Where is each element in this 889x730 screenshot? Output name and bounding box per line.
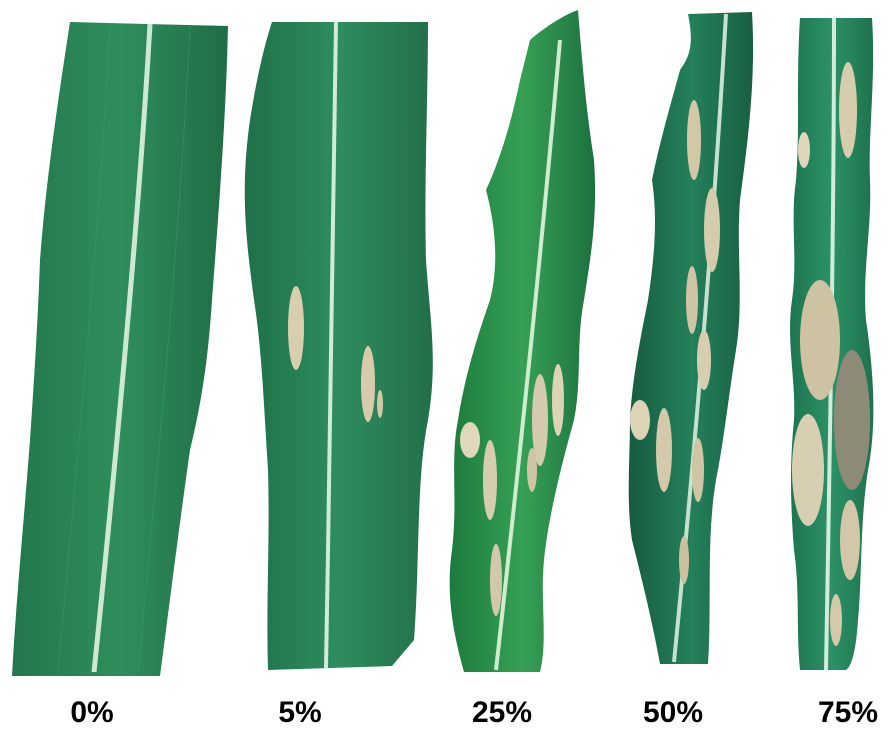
severity-label-5: 5% xyxy=(278,696,322,729)
leaf-photographs xyxy=(12,10,874,676)
severity-label-50: 50% xyxy=(642,696,704,729)
severity-label-75: 75% xyxy=(817,696,879,729)
severity-label-25: 25% xyxy=(471,696,533,729)
leaf-5-percent xyxy=(244,21,433,670)
severity-label-0: 0% xyxy=(70,696,114,729)
leaf-50-percent xyxy=(628,12,754,664)
leaf-75-percent xyxy=(790,17,874,671)
leaf-25-percent xyxy=(449,10,596,672)
leaf-0-percent xyxy=(12,22,228,676)
